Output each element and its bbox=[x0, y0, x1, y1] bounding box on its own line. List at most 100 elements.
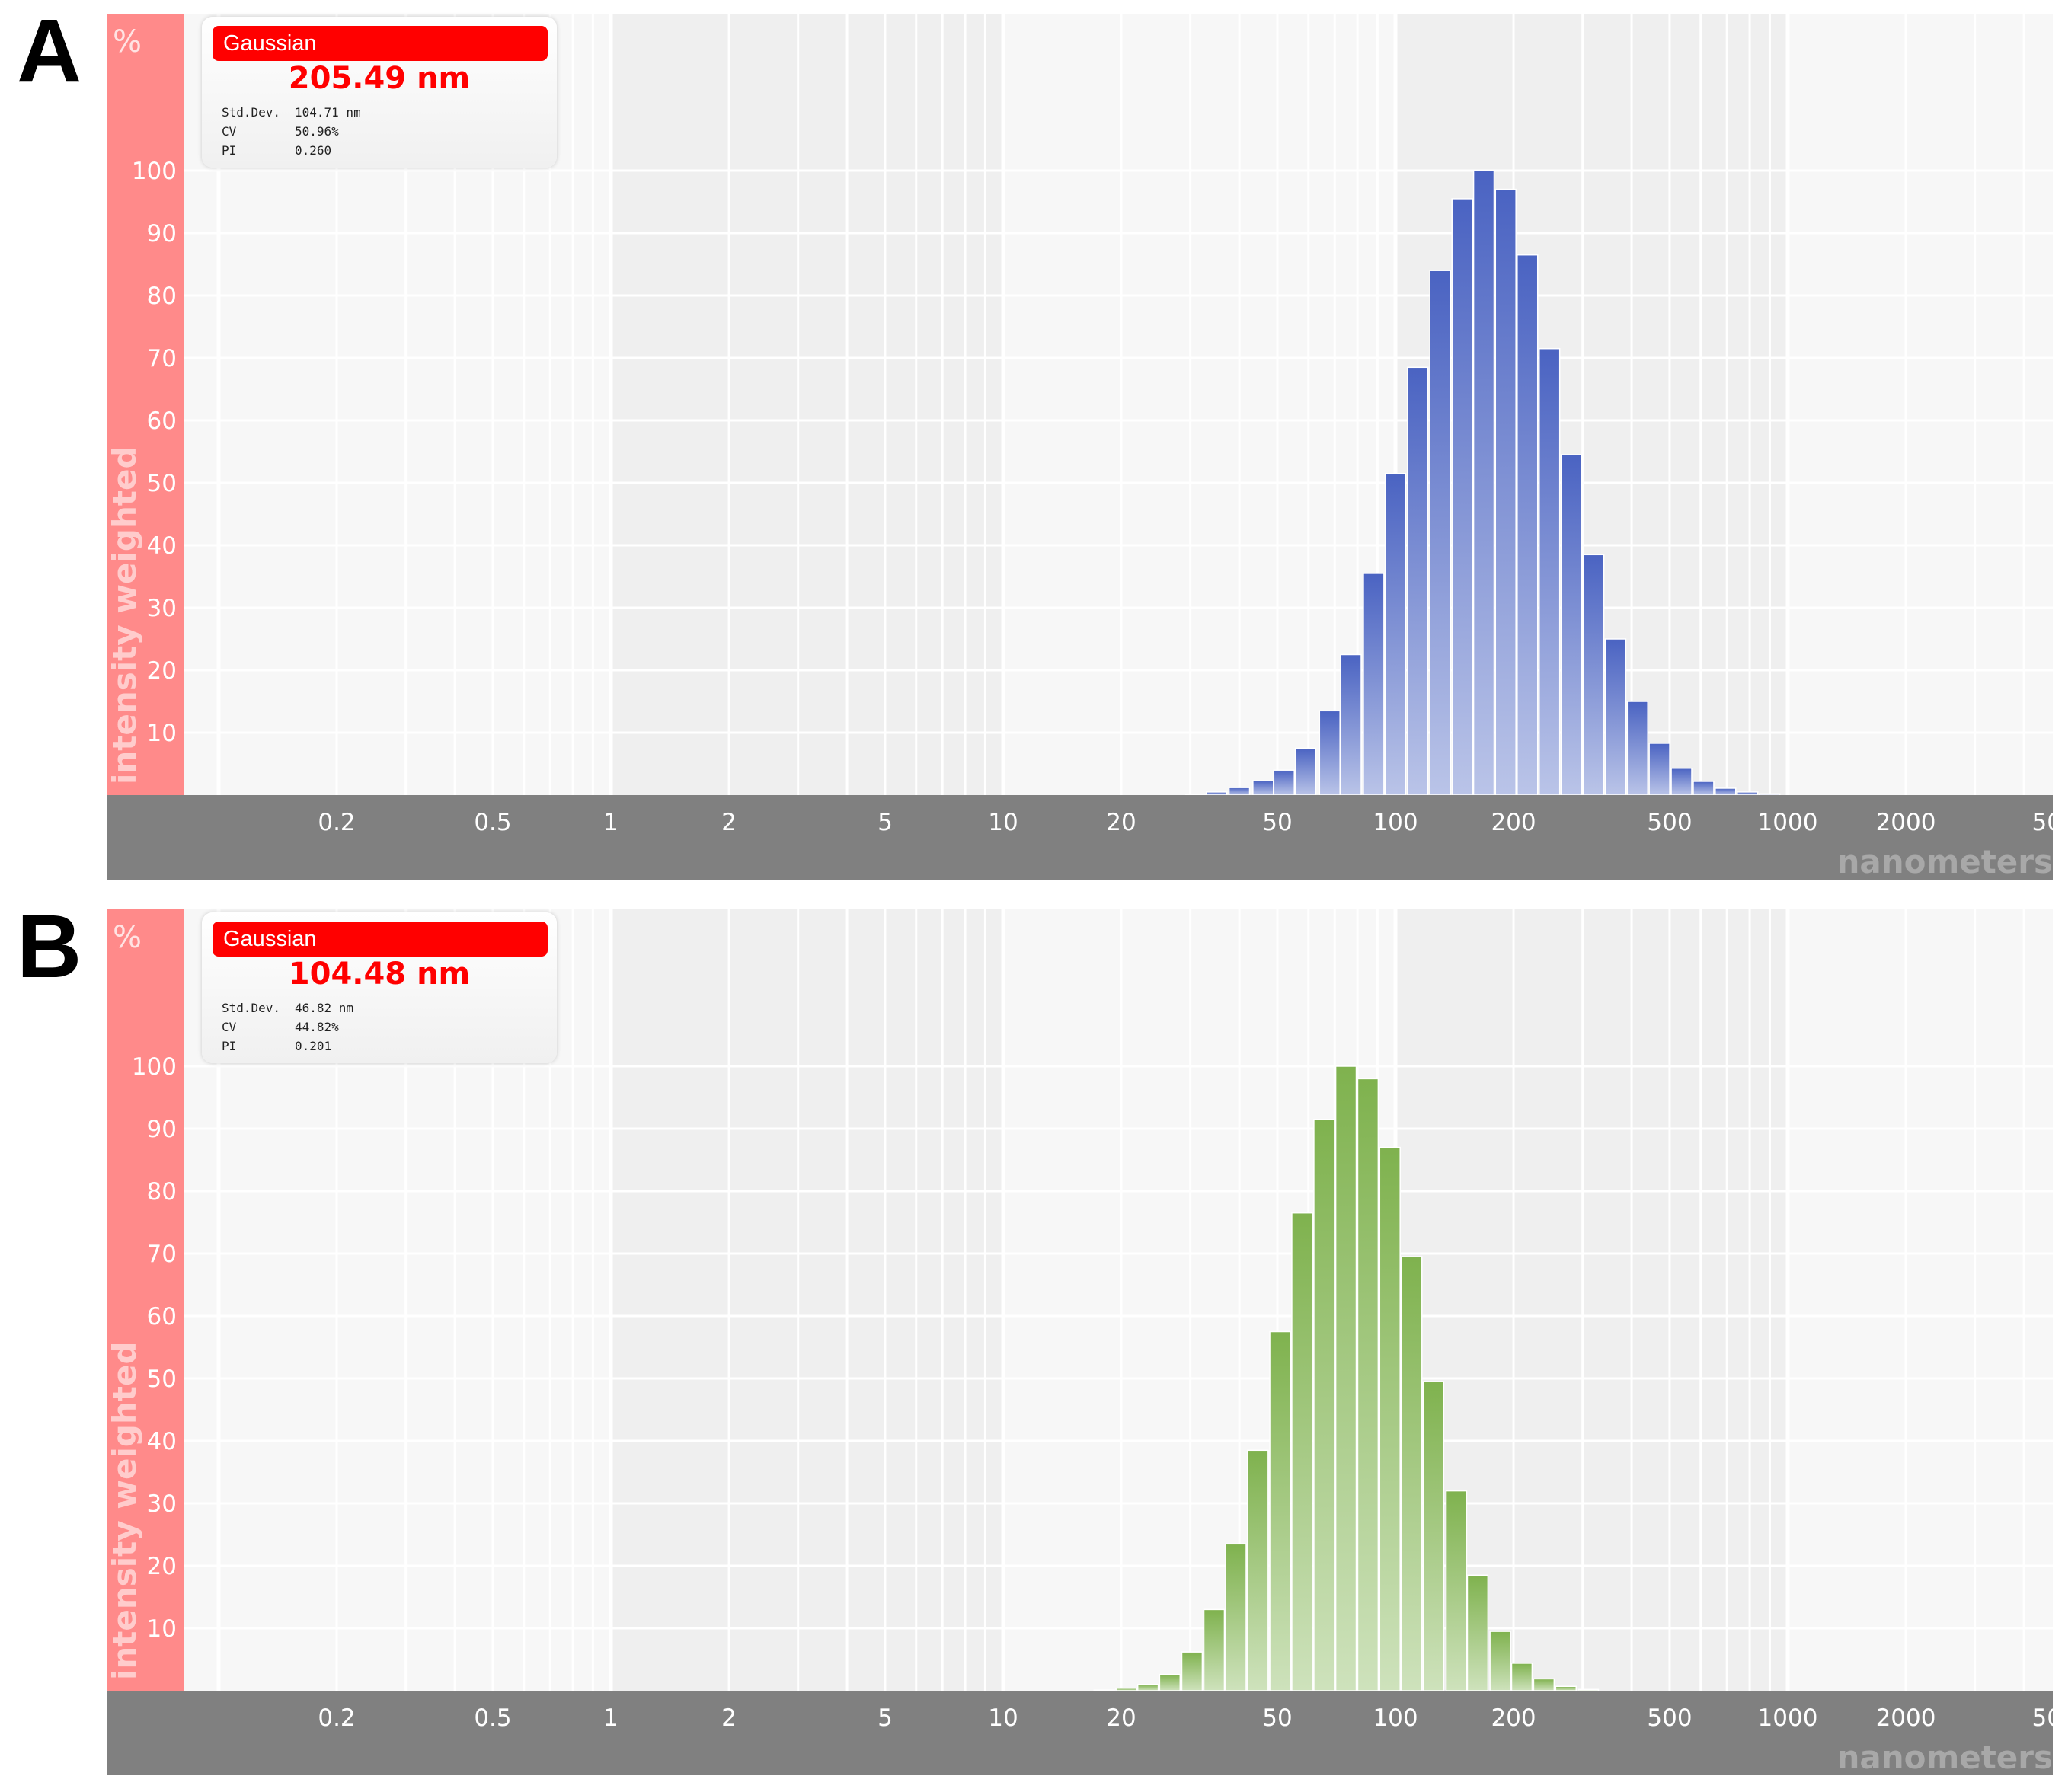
cv-value: 44.82% bbox=[295, 1020, 339, 1034]
y-tick-label: 60 bbox=[147, 1303, 177, 1330]
x-tick-label: 1 bbox=[603, 809, 619, 836]
histogram-bar bbox=[1670, 767, 1693, 796]
panel-label: A bbox=[17, 1, 82, 101]
x-tick-label: 50 bbox=[1262, 1704, 1292, 1732]
histogram-bar bbox=[1136, 1684, 1159, 1691]
y-tick-label: 40 bbox=[147, 532, 177, 560]
x-tick-label: 0.5 bbox=[474, 809, 511, 836]
histogram-bar bbox=[1291, 1212, 1313, 1691]
y-unit-label: % bbox=[113, 920, 142, 955]
histogram-bar bbox=[1510, 1663, 1533, 1691]
std-dev-value: 104.71 nm bbox=[295, 105, 361, 120]
histogram-bar bbox=[1205, 791, 1228, 796]
x-tick-label: 2 bbox=[721, 1704, 737, 1732]
cv-value: 50.96% bbox=[295, 124, 339, 139]
x-tick-label: 1000 bbox=[1758, 1704, 1818, 1732]
y-tick-label: 100 bbox=[132, 1053, 177, 1081]
y-tick-label: 20 bbox=[147, 657, 177, 685]
y-tick-label: 90 bbox=[147, 1116, 177, 1143]
histogram-bar bbox=[1401, 1256, 1423, 1691]
pi-label: PI bbox=[222, 1039, 237, 1053]
pi-row: PI 0.260 bbox=[222, 143, 331, 158]
histogram-bar bbox=[1273, 769, 1295, 796]
x-tick-label: 5 bbox=[877, 1704, 893, 1732]
pi-row: PI 0.201 bbox=[222, 1039, 331, 1054]
x-axis-band bbox=[107, 1691, 2053, 1775]
x-axis-band bbox=[107, 795, 2053, 880]
x-tick-label: 100 bbox=[1373, 809, 1418, 836]
x-tick-label: 0.5 bbox=[474, 1704, 511, 1732]
x-tick-label: 50 bbox=[1262, 809, 1292, 836]
y-tick-label: 80 bbox=[147, 1178, 177, 1206]
y-tick-label: 40 bbox=[147, 1428, 177, 1455]
histogram-bar bbox=[1737, 791, 1759, 796]
y-tick-label: 100 bbox=[132, 158, 177, 185]
y-tick-label: 10 bbox=[147, 1615, 177, 1643]
y-axis-band bbox=[107, 909, 184, 1691]
histogram-bar bbox=[1319, 710, 1341, 796]
histogram-bar bbox=[1451, 198, 1473, 796]
x-tick-label: 0.2 bbox=[318, 1704, 355, 1732]
histogram-bar bbox=[1252, 780, 1274, 796]
histogram-bar bbox=[1533, 1678, 1555, 1691]
y-axis-title: intensity weighted bbox=[106, 446, 143, 784]
histogram-bar bbox=[1517, 254, 1539, 796]
histogram-bar bbox=[1494, 188, 1517, 796]
decade-band bbox=[611, 909, 1003, 1691]
method-label: Gaussian bbox=[213, 922, 548, 957]
x-tick-label: 2000 bbox=[1876, 809, 1936, 836]
histogram-bar bbox=[1203, 1608, 1226, 1691]
y-axis-band bbox=[107, 14, 184, 795]
pi-label: PI bbox=[222, 143, 237, 158]
histogram-bar bbox=[1604, 638, 1627, 796]
histogram-bar bbox=[1363, 573, 1385, 796]
std-dev-row: Std.Dev. 104.71 nm bbox=[222, 105, 361, 120]
size-distribution-chart: % 10 20 30 40 50 60 70 80 90 100 intensity weighted… bbox=[106, 909, 2065, 1776]
histogram-bar bbox=[1247, 1449, 1269, 1691]
x-tick-label: 100 bbox=[1373, 1704, 1418, 1732]
x-tick-label: 500 bbox=[1647, 1704, 1692, 1732]
x-tick-label: 0.2 bbox=[318, 809, 355, 836]
x-tick-label: 5 bbox=[877, 809, 893, 836]
y-axis-title: intensity weighted bbox=[106, 1341, 143, 1680]
chart-panel-b: B % 10 20 30 40 50 60 70 80 90 100 intensity weight… bbox=[0, 896, 2065, 1791]
x-axis-title: nanometers bbox=[1836, 1739, 2053, 1776]
std-dev-label: Std.Dev. bbox=[222, 1001, 281, 1015]
histogram-bar bbox=[1429, 270, 1451, 796]
y-unit-label: % bbox=[113, 24, 142, 59]
mean-size-value: 104.48 nm bbox=[288, 957, 471, 992]
panel-label: B bbox=[17, 896, 82, 997]
histogram-bar bbox=[1758, 793, 1781, 796]
histogram-bar bbox=[1357, 1078, 1379, 1691]
histogram-bar bbox=[1225, 1543, 1247, 1691]
x-tick-label: 10 bbox=[988, 809, 1018, 836]
cv-label: CV bbox=[222, 1020, 237, 1034]
histogram-bar bbox=[1582, 554, 1605, 796]
chart-panel-a: A % 10 20 30 40 50 60 70 80 90 100 intensity weight… bbox=[17, 1, 2065, 880]
y-tick-label: 70 bbox=[147, 1241, 177, 1268]
histogram-bar bbox=[1466, 1574, 1489, 1691]
histogram-bar bbox=[1379, 1146, 1401, 1691]
y-tick-label: 80 bbox=[147, 283, 177, 310]
histogram-bar bbox=[1422, 1381, 1445, 1691]
histogram-bar bbox=[1648, 743, 1670, 796]
histogram-bar bbox=[1181, 1651, 1204, 1691]
histogram-bar bbox=[1577, 1688, 1600, 1691]
std-dev-label: Std.Dev. bbox=[222, 105, 281, 120]
method-label: Gaussian bbox=[213, 26, 548, 61]
cv-row: CV 44.82% bbox=[222, 1020, 339, 1035]
cv-row: CV 50.96% bbox=[222, 124, 339, 139]
histogram-bar bbox=[1445, 1490, 1468, 1691]
y-tick-label: 30 bbox=[147, 595, 177, 622]
pi-value: 0.201 bbox=[295, 1039, 332, 1053]
y-tick-label: 20 bbox=[147, 1553, 177, 1580]
histogram-bar bbox=[1269, 1330, 1291, 1691]
histogram-bar bbox=[1294, 747, 1317, 796]
x-tick-label: 5000 bbox=[2032, 809, 2065, 836]
y-tick-label: 70 bbox=[147, 345, 177, 372]
cv-label: CV bbox=[222, 124, 237, 139]
x-tick-label: 200 bbox=[1491, 809, 1536, 836]
histogram-bar bbox=[1313, 1118, 1335, 1691]
histogram-bar bbox=[1115, 1687, 1137, 1691]
y-tick-label: 90 bbox=[147, 220, 177, 248]
